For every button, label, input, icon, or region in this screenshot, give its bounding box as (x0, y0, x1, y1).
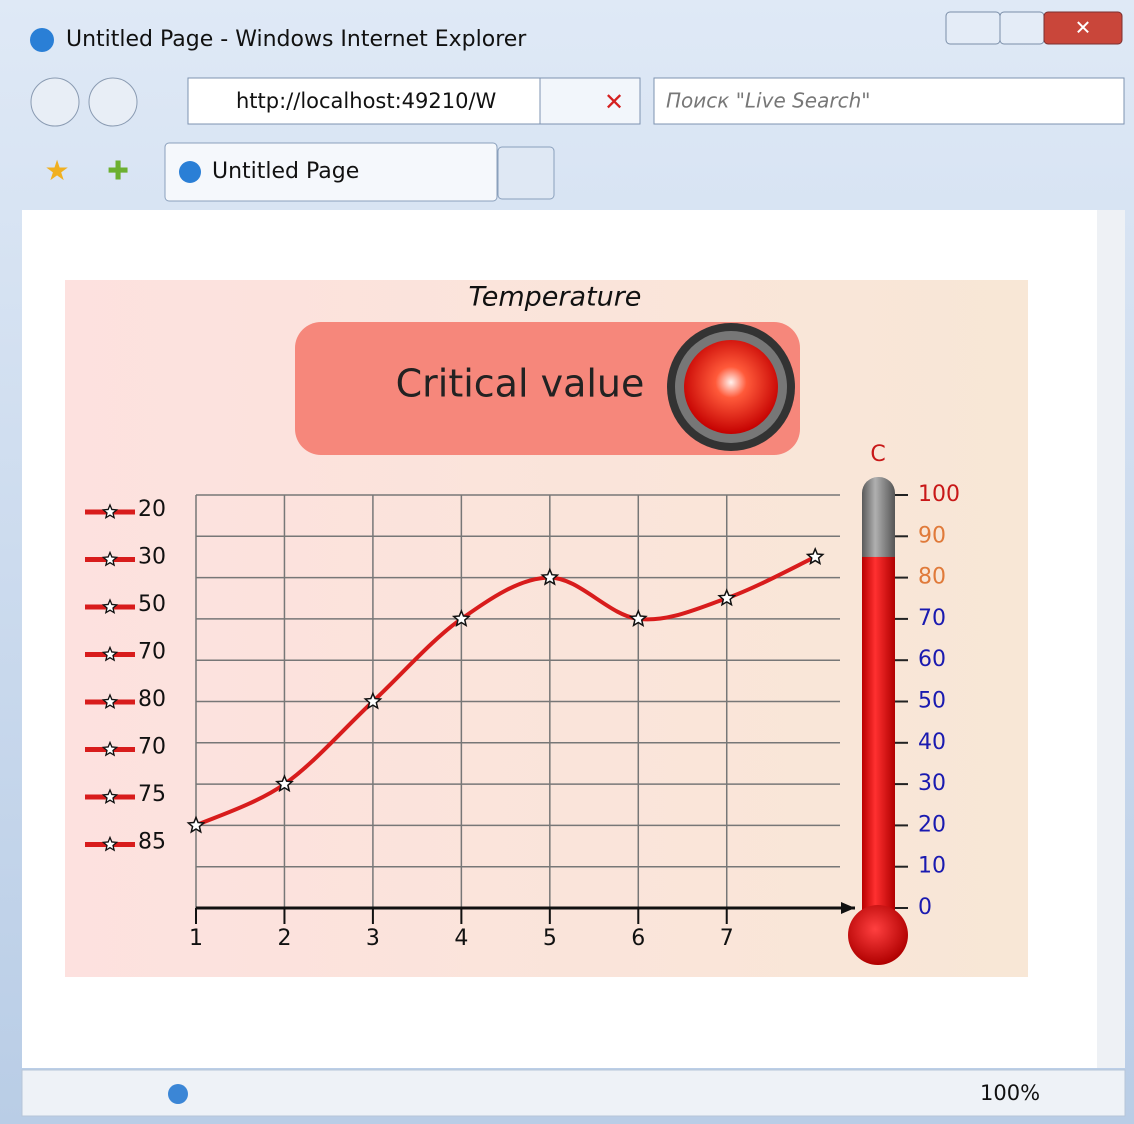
thermo-tick-label: 50 (918, 689, 946, 714)
search-placeholder: Поиск "Live Search" (666, 89, 870, 113)
minimize-button[interactable] (946, 12, 1000, 44)
thermo-tick-label: 100 (918, 482, 960, 507)
thermo-tick-label: 60 (918, 647, 946, 672)
tab-icon (179, 161, 201, 183)
legend-label: 80 (138, 687, 166, 712)
back-button[interactable] (31, 78, 79, 126)
thermo-tick-label: 40 (918, 730, 946, 755)
thermometer-unit: C (870, 442, 885, 467)
legend-label: 85 (138, 830, 166, 855)
favorites-icon[interactable]: ★ (44, 154, 69, 187)
window-title: Untitled Page - Windows Internet Explore… (66, 27, 527, 52)
lamp (684, 340, 778, 434)
zone-icon (168, 1084, 188, 1104)
close-icon: ✕ (1075, 16, 1092, 40)
thermo-tick-label: 70 (918, 606, 946, 631)
thermo-tick-label: 80 (918, 565, 946, 590)
tab-title: Untitled Page (212, 159, 359, 184)
ie-icon (30, 28, 54, 52)
thermo-tick-label: 30 (918, 771, 946, 796)
add-favorites-icon[interactable]: ✚ (107, 157, 129, 187)
chart-title: Temperature (469, 282, 642, 313)
legend-label: 30 (138, 545, 166, 570)
browser-window: Untitled Page - Windows Internet Explore… (0, 0, 1134, 1124)
address-text: http://localhost:49210/W (236, 89, 497, 113)
page: Untitled Page - Windows Internet Explore… (0, 0, 1134, 1124)
legend-label: 70 (138, 640, 166, 665)
x-tick-label: 2 (277, 926, 291, 951)
x-tick-label: 3 (366, 926, 380, 951)
legend-label: 50 (138, 592, 166, 617)
stop-icon: ✕ (604, 88, 624, 116)
thermo-tick-label: 90 (918, 523, 946, 548)
new-tab[interactable] (498, 147, 554, 199)
x-tick-label: 5 (543, 926, 557, 951)
legend-label: 20 (138, 497, 166, 522)
refresh-stop[interactable] (540, 78, 640, 124)
thermo-bulb (848, 905, 908, 965)
legend-label: 70 (138, 735, 166, 760)
thermo-tick-label: 10 (918, 854, 946, 879)
x-tick-label: 1 (189, 926, 203, 951)
zoom-level[interactable]: 100% (980, 1081, 1040, 1105)
thermo-fill (862, 557, 895, 935)
thermo-tick-label: 0 (918, 895, 932, 920)
x-tick-label: 6 (631, 926, 645, 951)
forward-button[interactable] (89, 78, 137, 126)
maximize-button[interactable] (1000, 12, 1044, 44)
x-tick-label: 7 (720, 926, 734, 951)
scrollbar[interactable] (1097, 210, 1125, 1068)
x-tick-label: 4 (454, 926, 468, 951)
indicator-label: Critical value (396, 362, 645, 406)
thermo-tick-label: 20 (918, 812, 946, 837)
legend-label: 75 (138, 782, 166, 807)
